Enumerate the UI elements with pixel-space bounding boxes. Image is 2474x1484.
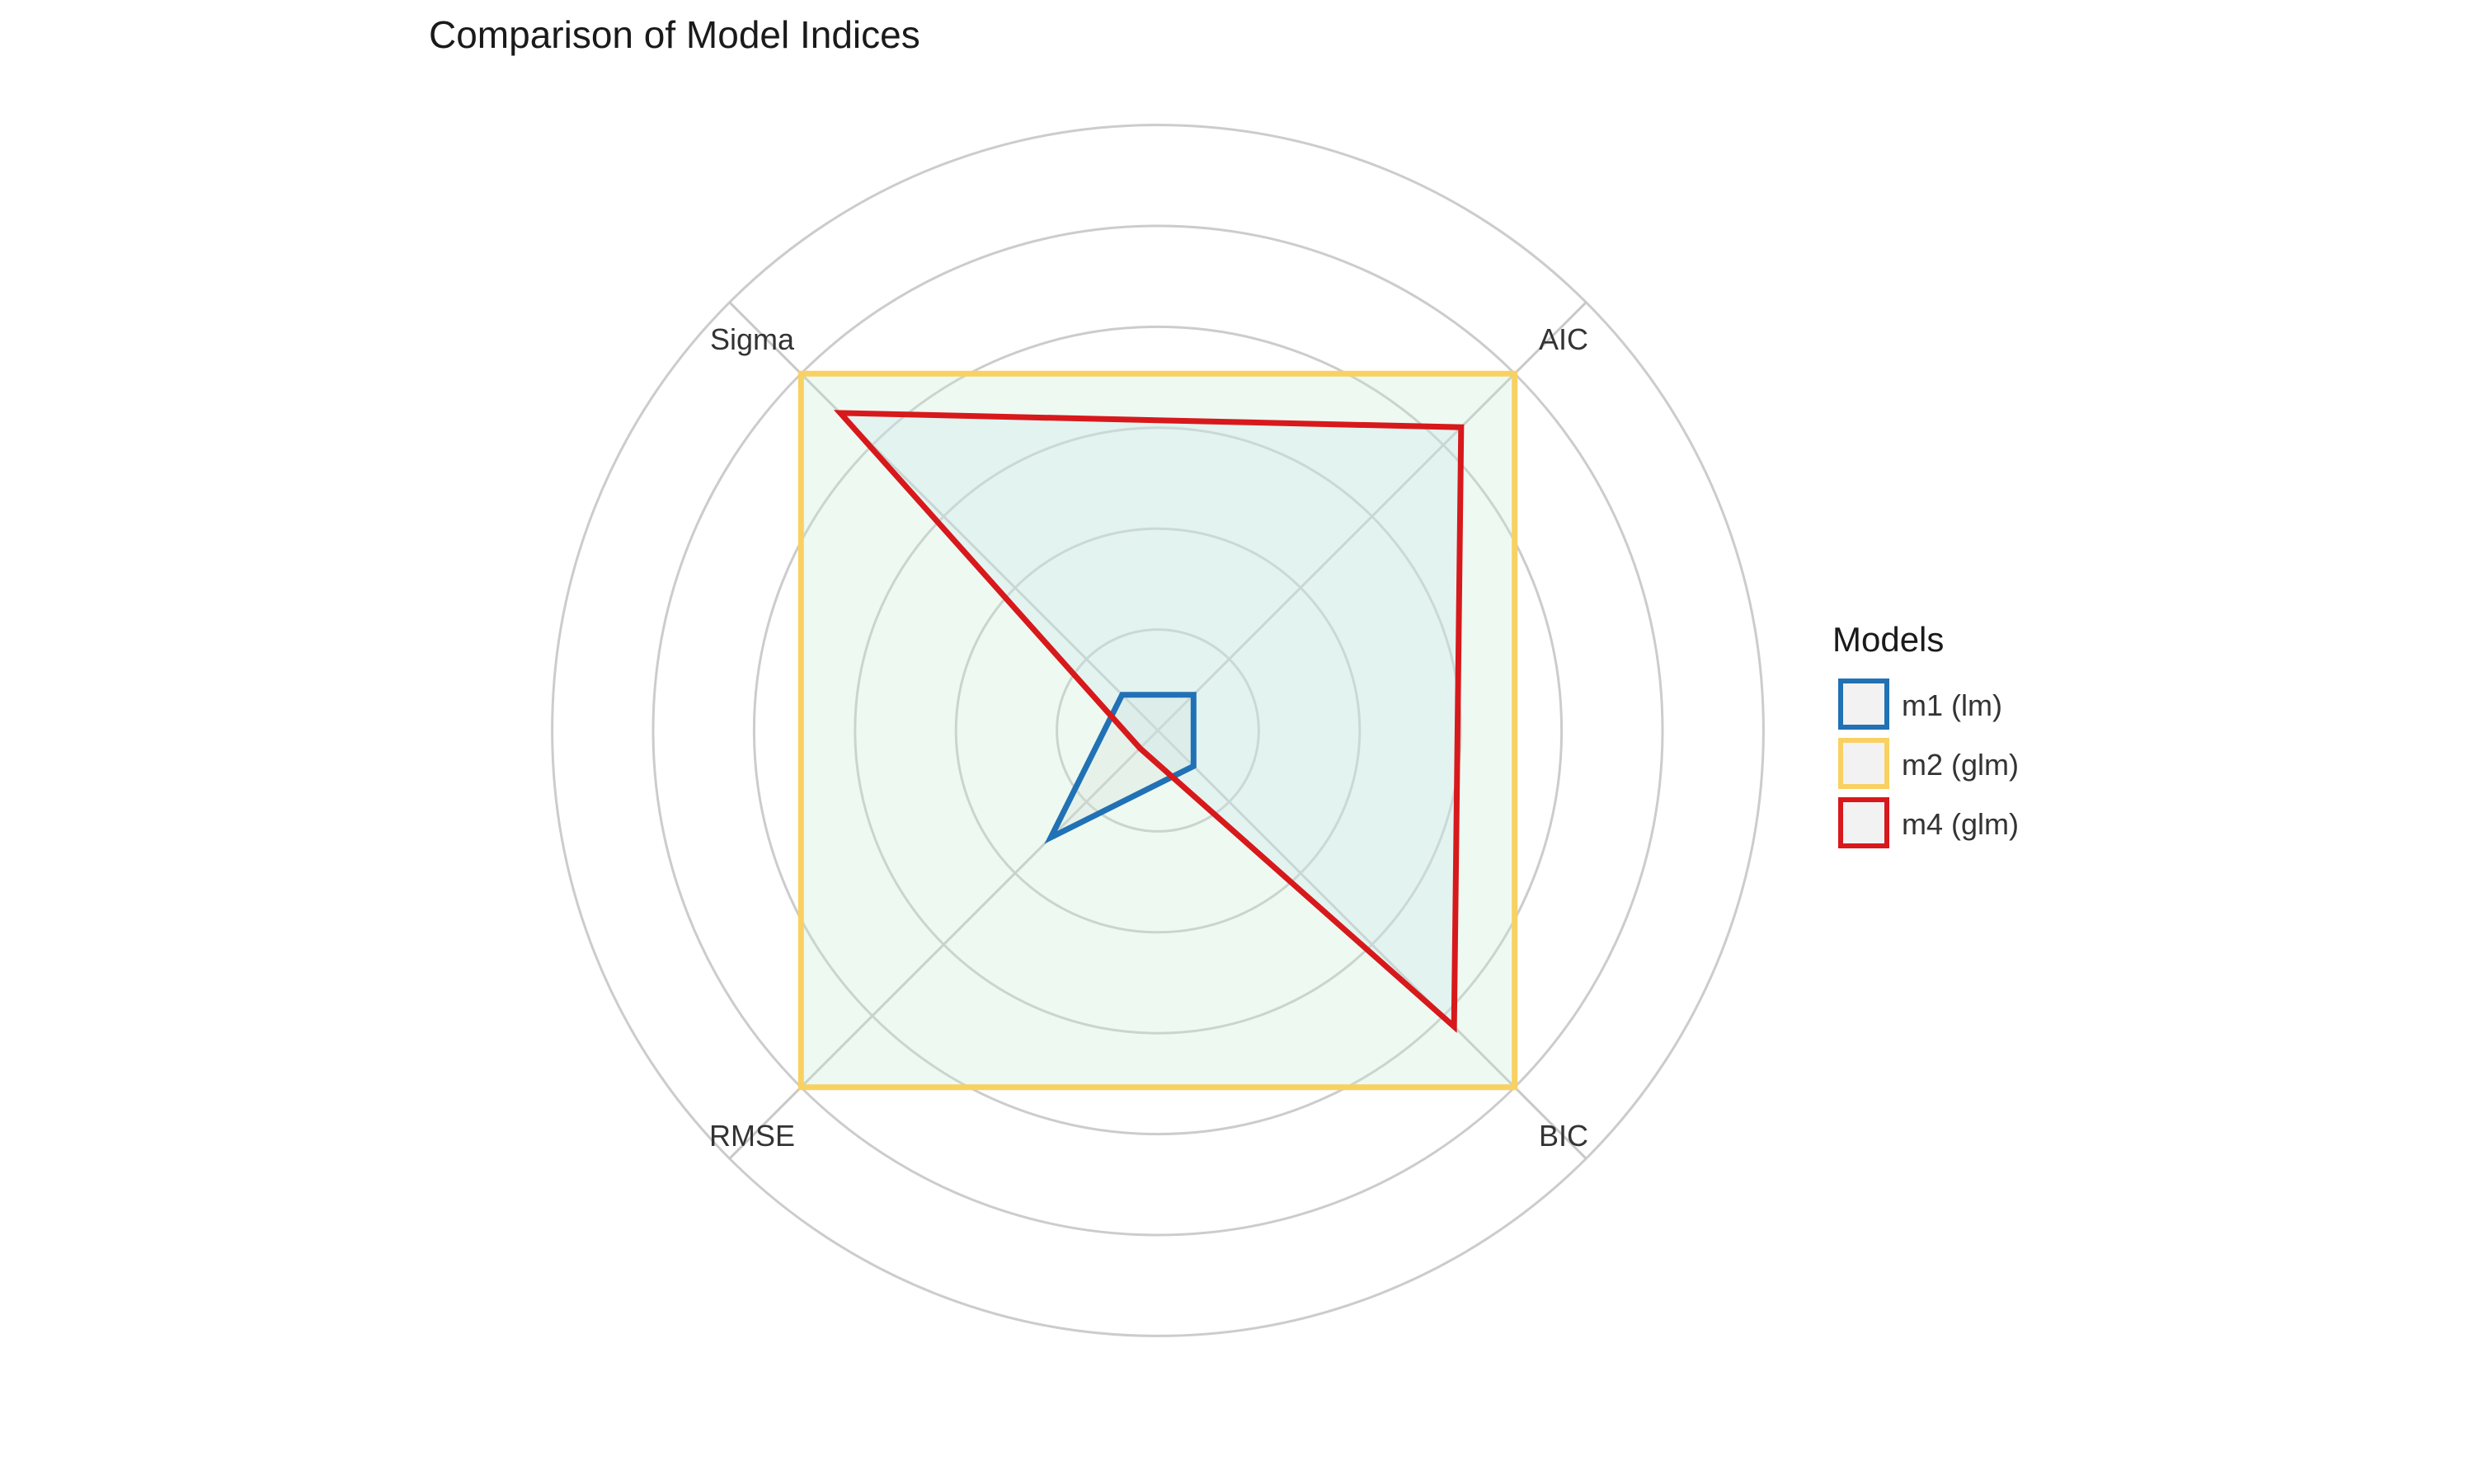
grid-circle-3 (854, 426, 1462, 1035)
axis-label-bic: BIC (1539, 1119, 1588, 1153)
legend-swatch-m1 (1838, 679, 1889, 730)
legend: Models m1 (lm) m2 (glm) m4 (glm) (1832, 620, 2019, 848)
series-line-2 (797, 370, 1518, 1091)
grid-circle-6 (551, 124, 1765, 1337)
series-fill-2 (801, 373, 1515, 1087)
chart-title: Comparison of Model Indices (429, 13, 920, 56)
series-line-3 (833, 410, 1465, 1033)
legend-title: Models (1832, 620, 1944, 659)
series-line-1 (1044, 692, 1197, 844)
axis-label-rmse: RMSE (709, 1119, 795, 1153)
grid-circle-2 (954, 527, 1362, 934)
legend-label-m4: m4 (glm) (1902, 807, 2019, 841)
series-fill-1 (1051, 694, 1194, 838)
axis-label-aic: AIC (1539, 322, 1588, 356)
series-fill-3 (840, 412, 1461, 1027)
legend-label-m2: m2 (glm) (1902, 748, 2019, 782)
radar-series (797, 370, 1518, 1091)
legend-swatch-m2 (1838, 738, 1889, 789)
legend-swatch-m4 (1838, 797, 1889, 848)
axis-label-sigma: Sigma (710, 322, 795, 356)
grid-circle-5 (651, 224, 1664, 1237)
grid-circle-1 (1056, 628, 1260, 833)
grid-circle-4 (752, 325, 1564, 1136)
legend-label-m1: m1 (lm) (1902, 688, 2002, 722)
